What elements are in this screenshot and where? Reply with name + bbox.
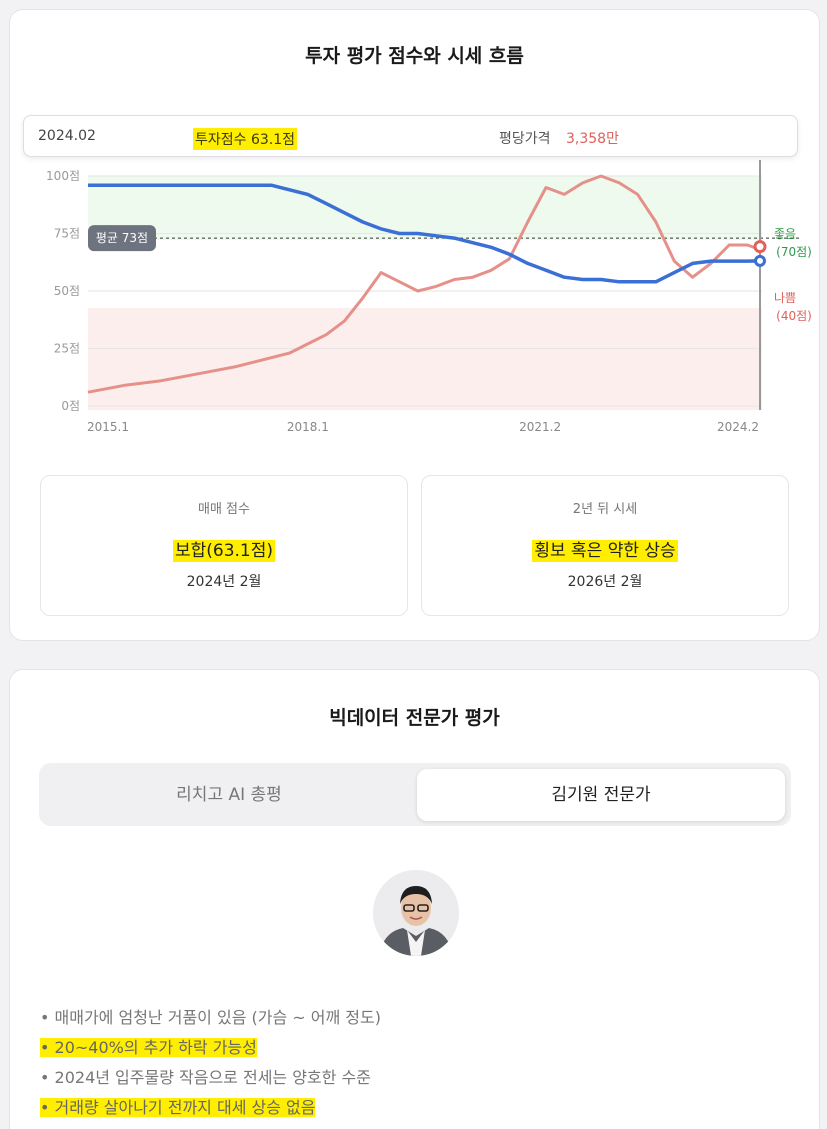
future-price-box: 2년 뒤 시세 횡보 혹은 약한 상승 2026년 2월 — [421, 475, 789, 616]
price-marker — [753, 240, 767, 254]
score-price-chart[interactable]: 100점 75점 50점 25점 0점 2015.1 2018.1 2021.2 2024.2… — [10, 160, 821, 450]
section-title: 투자 평가 점수와 시세 흐름 — [305, 45, 524, 67]
expert-avatar — [373, 870, 459, 956]
bad-zone — [88, 308, 762, 410]
evaluation-tabs: 리치고 AI 총평 김기원 전문가 — [39, 763, 791, 826]
trade-score-text: 보합(63.1점) — [172, 540, 276, 562]
y-axis-ticks: 100점 75점 50점 25점 0점 — [46, 169, 80, 413]
tab-expert[interactable]: 김기원 전문가 — [417, 769, 785, 821]
y-tick-label: 25점 — [54, 342, 80, 356]
series-score-line — [88, 183, 761, 284]
y-tick-label: 75점 — [54, 227, 80, 241]
comment-item: • 2024년 입주물량 작음으로 전세는 양호한 수준 — [40, 1068, 371, 1087]
person-icon — [373, 870, 459, 956]
score-marker — [754, 254, 766, 267]
trade-score-label: 매매 점수 — [198, 502, 250, 517]
trade-score-date: 2024년 2월 — [186, 574, 262, 590]
x-tick-label: 2024.2 — [717, 420, 759, 434]
market-flow-card: 투자 평가 점수와 시세 흐름 2024.02 투자점수 63.1점 평당가격 … — [9, 9, 820, 641]
tab-richgo-ai[interactable]: 리치고 AI 총평 — [176, 785, 282, 805]
trade-score-value: 보합(63.1점) — [41, 536, 407, 562]
y-tick-label: 50점 — [54, 284, 80, 298]
x-axis-ticks: 2015.1 2018.1 2021.2 2024.2 — [87, 420, 759, 434]
x-tick-label: 2018.1 — [287, 420, 329, 434]
chart-tooltip: 2024.02 투자점수 63.1점 평당가격 3,358만 — [23, 115, 798, 157]
tooltip-price-value: 3,358만 — [566, 131, 619, 147]
future-price-text: 횡보 혹은 약한 상승 — [532, 540, 678, 562]
tooltip-date: 2024.02 — [38, 128, 96, 144]
future-price-value: 횡보 혹은 약한 상승 — [422, 536, 788, 562]
good-value: (70점) — [776, 245, 812, 259]
x-tick-label: 2021.2 — [519, 420, 561, 434]
trade-score-box: 매매 점수 보합(63.1점) 2024년 2월 — [40, 475, 408, 616]
comment-item: • 20~40%의 추가 하락 가능성 — [40, 1038, 257, 1057]
future-price-date: 2026년 2월 — [567, 574, 643, 590]
average-badge-bg — [88, 225, 156, 252]
tooltip-score: 투자점수 63.1점 — [193, 128, 298, 150]
good-label: 좋음 — [774, 227, 796, 241]
average-badge-label: 평균 73점 — [96, 231, 148, 245]
future-price-label: 2년 뒤 시세 — [572, 502, 638, 517]
series-price-line — [87, 174, 761, 394]
comment-item: • 매매가에 엄청난 거품이 있음 (가슴 ~ 어깨 정도) — [40, 1008, 381, 1027]
section-title: 빅데이터 전문가 평가 — [329, 707, 500, 729]
expert-evaluation-card: 빅데이터 전문가 평가 리치고 AI 총평 김기원 전문가 • 매매가에 엄청난… — [9, 669, 820, 1129]
y-tick-label: 0점 — [61, 399, 80, 413]
comment-item: • 거래량 살아나기 전까지 대세 상승 없음 — [40, 1098, 316, 1117]
tooltip-price-label: 평당가격 — [499, 131, 551, 147]
average-badge: 평균 73점 — [88, 225, 156, 252]
expert-comments: • 매매가에 엄청난 거품이 있음 (가슴 ~ 어깨 정도) • 20~40%의… — [40, 1003, 381, 1123]
bad-label: 나쁨 — [774, 291, 796, 305]
y-tick-label: 100점 — [46, 169, 80, 183]
bad-value: (40점) — [776, 309, 812, 323]
x-tick-label: 2015.1 — [87, 420, 129, 434]
